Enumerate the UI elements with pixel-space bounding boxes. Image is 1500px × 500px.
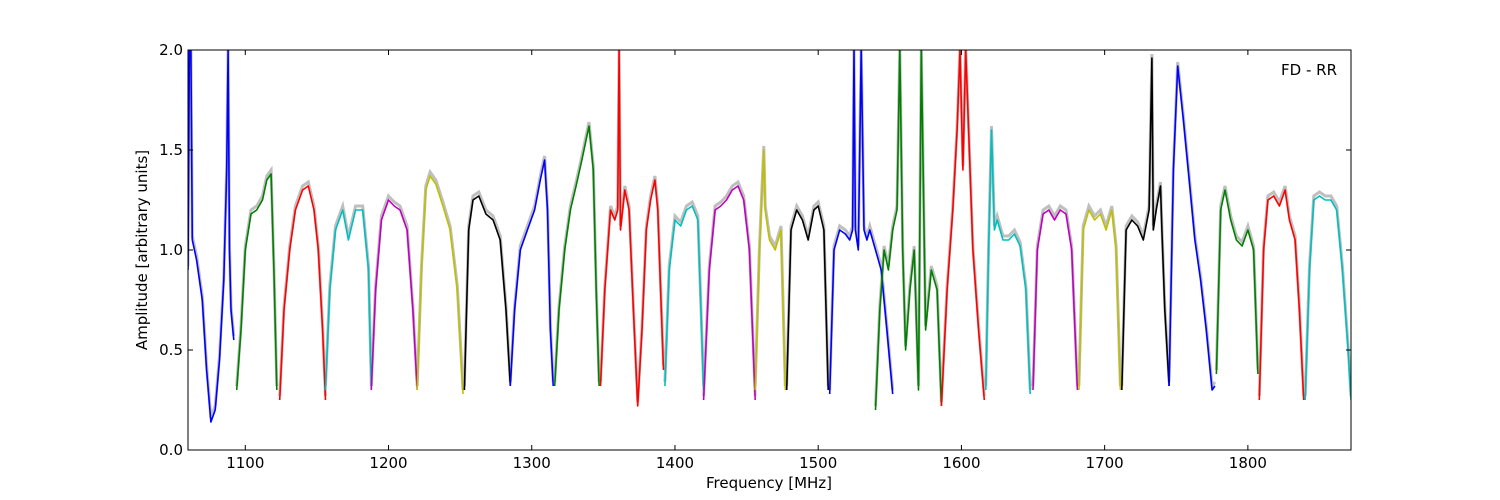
x-tick-label: 1700 <box>1086 454 1124 472</box>
series-line-23 <box>1215 189 1259 375</box>
series-line-9 <box>553 125 600 387</box>
series-line-14 <box>785 205 829 391</box>
series-line-5 <box>370 199 418 391</box>
x-tick-label: 1300 <box>513 454 551 472</box>
series-line-11 <box>664 205 705 391</box>
series-line-20 <box>1078 209 1122 391</box>
series-line-7 <box>463 195 512 391</box>
y-axis-label: Amplitude [arbitrary units] <box>133 150 151 350</box>
series-line-24 <box>1258 189 1305 401</box>
y-tick-label: 2.0 <box>159 41 183 59</box>
y-tick-label: 1.5 <box>159 141 183 159</box>
series-line-2 <box>235 173 278 391</box>
series-line-8 <box>509 159 554 387</box>
series-line-10 <box>599 50 665 407</box>
y-tick-label: 0.0 <box>159 441 183 459</box>
series-line-17 <box>940 50 986 407</box>
x-tick-label: 1800 <box>1229 454 1267 472</box>
x-tick-label: 1600 <box>942 454 980 472</box>
axis-ticks: 1100 1200 1300 1400 1500 1600 1700 1800 0.0 0.5 1.… <box>159 41 1351 472</box>
series-group <box>188 50 1351 423</box>
series-line-6 <box>416 175 464 395</box>
series-line-16 <box>874 50 943 411</box>
series-line-19 <box>1032 209 1079 391</box>
annotation-label: FD - RR <box>1281 61 1337 79</box>
series-line-18 <box>985 129 1031 395</box>
y-tick-label: 1.0 <box>159 241 183 259</box>
series-line-21 <box>1121 57 1170 391</box>
plot-area <box>188 50 1351 450</box>
series-line-15 <box>828 50 894 395</box>
x-tick-label: 1400 <box>656 454 694 472</box>
x-axis-label: Frequency [MHz] <box>706 474 832 492</box>
series-line-3 <box>278 185 327 401</box>
series-line-4 <box>324 209 373 391</box>
reference-segment-23 <box>1214 185 1260 371</box>
x-tick-label: 1200 <box>369 454 407 472</box>
x-tick-label: 1100 <box>226 454 264 472</box>
series-line-13 <box>754 149 787 391</box>
series-line-1 <box>188 50 235 423</box>
y-tick-label: 0.5 <box>159 341 183 359</box>
series-line-25 <box>1304 195 1351 401</box>
x-tick-label: 1500 <box>799 454 837 472</box>
series-line-22 <box>1168 65 1216 391</box>
series-line-12 <box>702 185 756 401</box>
